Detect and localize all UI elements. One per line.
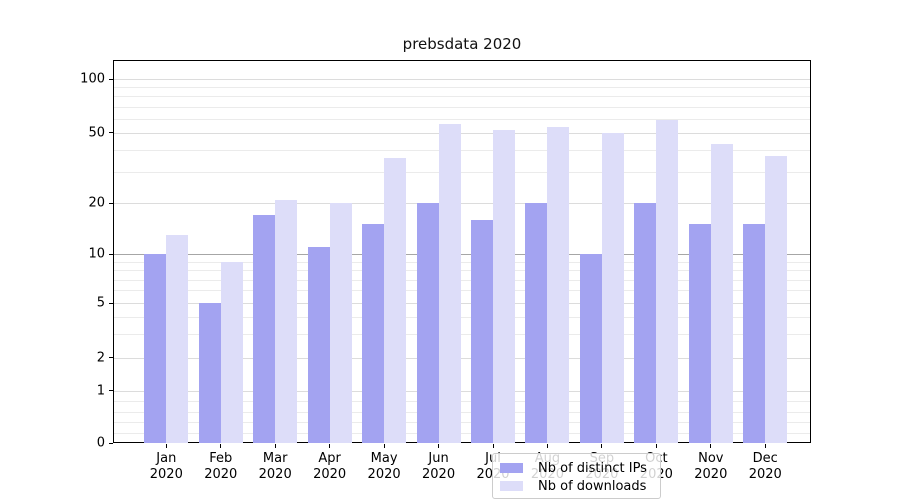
bar-downloads-jul xyxy=(493,129,515,443)
gridline-minor-0.2 xyxy=(114,432,810,434)
y-tick-label-20: 20 xyxy=(88,195,105,211)
bar-downloads-mar xyxy=(275,199,298,443)
gridline-minor-6 xyxy=(114,290,810,292)
gridline-major-5 xyxy=(114,303,810,305)
bar-distinct-ips-apr xyxy=(307,247,330,443)
bar-downloads-oct xyxy=(656,119,679,443)
bar-downloads-apr xyxy=(329,203,352,443)
bar-distinct-ips-oct xyxy=(634,203,657,443)
x-tick-dec xyxy=(764,444,766,448)
bar-downloads-jan xyxy=(166,234,189,443)
y-tick-20 xyxy=(109,202,113,204)
gridline-minor-90 xyxy=(114,87,810,89)
y-tick-label-100: 100 xyxy=(80,71,105,87)
gridline-major-20 xyxy=(114,203,810,205)
y-tick-2 xyxy=(109,357,113,359)
x-tick-sep xyxy=(601,444,603,448)
y-tick-0 xyxy=(109,442,113,444)
bar-downloads-nov xyxy=(710,144,733,443)
legend-label-downloads: Nb of downloads xyxy=(538,478,647,494)
y-tick-100 xyxy=(109,78,113,80)
gridline-minor-8 xyxy=(114,270,810,272)
bar-downloads-dec xyxy=(765,155,788,443)
gridline-minor-80 xyxy=(114,96,810,98)
bar-distinct-ips-nov xyxy=(688,224,711,443)
y-tick-label-5: 5 xyxy=(96,295,105,311)
x-tick-jan xyxy=(165,444,167,448)
x-tick-label-feb: Feb 2020 xyxy=(204,451,238,482)
legend-label-distinct-ips: Nb of distinct IPs xyxy=(538,460,647,476)
gridline-minor-0.6 xyxy=(114,411,810,413)
x-tick-label-jan: Jan 2020 xyxy=(149,451,183,482)
legend-item-downloads: Nb of downloads xyxy=(500,477,652,495)
gridline-minor-9 xyxy=(114,261,810,263)
bar-distinct-ips-jun xyxy=(416,203,439,443)
bar-downloads-sep xyxy=(601,132,624,443)
x-tick-label-nov: Nov 2020 xyxy=(694,451,728,482)
gridline-minor-30 xyxy=(114,172,810,174)
legend-item-distinct-ips: Nb of distinct IPs xyxy=(500,459,652,477)
bar-distinct-ips-jan xyxy=(144,254,167,443)
gridline-major-2 xyxy=(114,357,810,359)
x-tick-label-may: May 2020 xyxy=(367,451,401,482)
gridline-minor-40 xyxy=(114,149,810,151)
y-tick-label-2: 2 xyxy=(96,350,105,366)
gridline-major-50 xyxy=(114,132,810,134)
x-tick-label-mar: Mar 2020 xyxy=(258,451,292,482)
bar-distinct-ips-mar xyxy=(253,215,276,443)
x-tick-label-jun: Jun 2020 xyxy=(422,451,456,482)
x-tick-jun xyxy=(438,444,440,448)
y-tick-label-0: 0 xyxy=(96,435,105,451)
bar-downloads-aug xyxy=(547,126,570,443)
chart-title: prebsdata 2020 xyxy=(402,35,522,53)
bar-downloads-feb xyxy=(220,261,243,443)
x-tick-nov xyxy=(710,444,712,448)
gridline-major-100 xyxy=(114,79,810,80)
legend-swatch-downloads xyxy=(500,481,523,491)
x-tick-may xyxy=(383,444,385,448)
legend-swatch-distinct-ips xyxy=(500,463,523,473)
y-tick-label-1: 1 xyxy=(96,383,105,399)
bar-distinct-ips-jul xyxy=(471,219,493,443)
y-tick-label-50: 50 xyxy=(88,125,105,141)
gridline-minor-3 xyxy=(114,333,810,335)
gridline-minor-0.4 xyxy=(114,422,810,424)
y-tick-label-10: 10 xyxy=(88,246,105,262)
x-tick-label-apr: Apr 2020 xyxy=(313,451,347,482)
bar-distinct-ips-dec xyxy=(743,224,766,443)
gridline-minor-0.8 xyxy=(114,401,810,403)
y-tick-1 xyxy=(109,390,113,392)
gridline-minor-4 xyxy=(114,316,810,318)
bar-distinct-ips-sep xyxy=(579,254,602,443)
x-tick-apr xyxy=(329,444,331,448)
y-tick-5 xyxy=(109,302,113,304)
bar-distinct-ips-feb xyxy=(198,303,221,443)
bar-downloads-jun xyxy=(438,123,461,443)
x-tick-feb xyxy=(220,444,222,448)
x-tick-jul xyxy=(492,444,494,448)
x-tick-mar xyxy=(274,444,276,448)
x-tick-aug xyxy=(546,444,548,448)
y-tick-10 xyxy=(109,253,113,255)
gridline-minor-60 xyxy=(114,118,810,120)
bar-downloads-may xyxy=(384,158,407,443)
x-tick-oct xyxy=(655,444,657,448)
y-tick-50 xyxy=(109,132,113,134)
gridline-minor-70 xyxy=(114,106,810,108)
gridline-minor-7 xyxy=(114,279,810,281)
bar-distinct-ips-aug xyxy=(525,203,548,443)
x-tick-label-dec: Dec 2020 xyxy=(748,451,782,482)
gridline-major-1 xyxy=(114,390,810,392)
gridline-major-10 xyxy=(114,254,810,256)
legend: Nb of distinct IPs Nb of downloads xyxy=(492,453,661,499)
plot-area: Nb of distinct IPs Nb of downloads xyxy=(113,60,811,499)
bar-distinct-ips-may xyxy=(362,224,385,443)
